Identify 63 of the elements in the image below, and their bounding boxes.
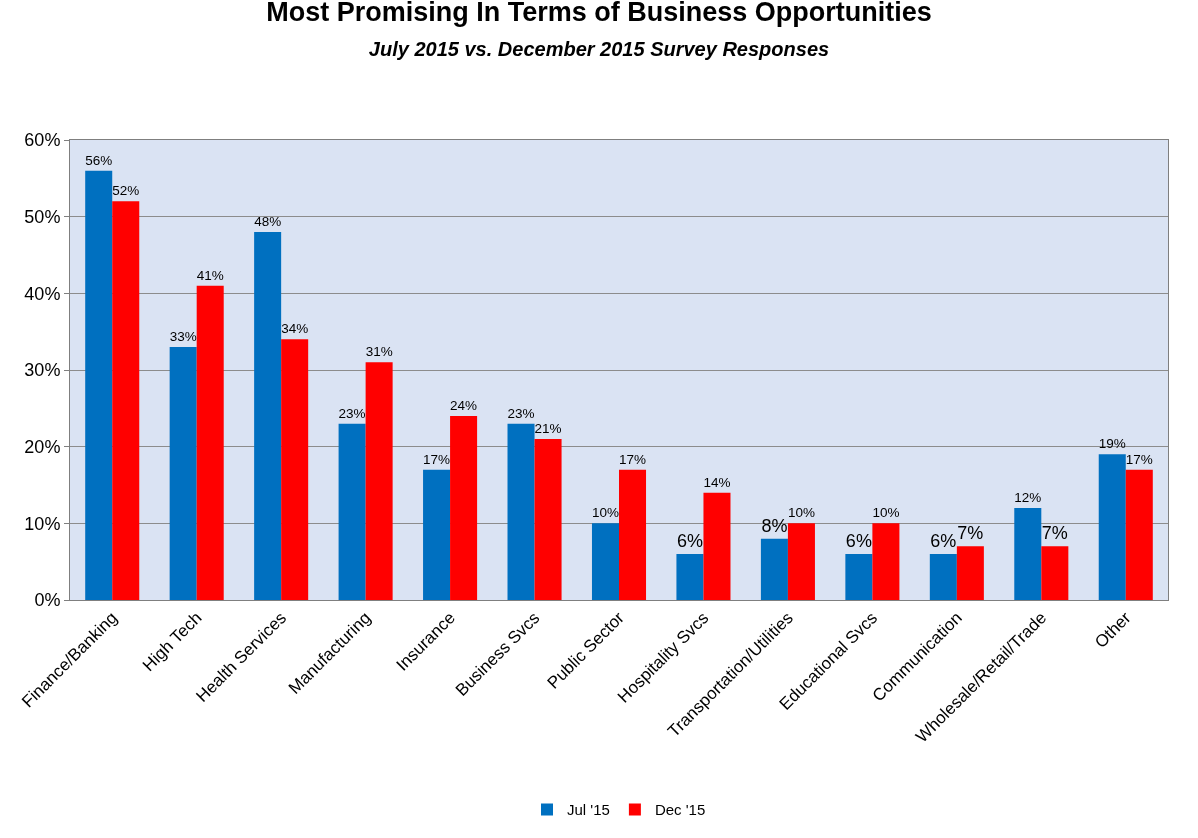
data-label: 10% (787, 505, 815, 521)
bar (112, 201, 140, 600)
data-label: 14% (703, 474, 731, 490)
y-tick-label: 30% (24, 360, 61, 381)
bar (423, 469, 451, 600)
bar (760, 538, 788, 600)
y-tick-label: 50% (24, 206, 61, 227)
data-label: 23% (338, 405, 366, 421)
bar (507, 423, 535, 600)
data-label: 17% (619, 451, 647, 467)
bar (787, 523, 815, 600)
data-label: 31% (365, 344, 393, 360)
bar (1125, 469, 1153, 600)
data-label: 6% (930, 531, 957, 551)
data-label: 48% (254, 214, 282, 229)
data-label: 41% (196, 267, 224, 283)
chart-title: Most Promising In Terms of Business Opportunities (266, 0, 932, 27)
data-label: 23% (507, 405, 535, 421)
bar (676, 554, 704, 600)
bar (1098, 454, 1126, 600)
data-label: 6% (845, 531, 872, 551)
bar (169, 347, 197, 600)
chart-subtitle: July 2015 vs. December 2015 Survey Responses (368, 38, 830, 61)
bar (1014, 508, 1042, 600)
data-label: 7% (1041, 523, 1068, 544)
data-label: 56% (85, 152, 113, 168)
bar (872, 523, 900, 600)
bar (591, 523, 619, 600)
bar (85, 170, 113, 600)
data-label: 24% (450, 398, 478, 413)
bar (254, 232, 282, 600)
y-tick-label: 60% (24, 130, 61, 151)
data-label: 7% (957, 523, 984, 544)
bar (703, 492, 731, 600)
bar (956, 546, 984, 600)
y-tick-label: 0% (34, 590, 61, 611)
data-label: 19% (1098, 436, 1126, 452)
y-tick-label: 10% (24, 513, 61, 534)
data-label: 17% (1125, 451, 1153, 467)
data-label: 34% (281, 321, 309, 337)
bar (338, 423, 366, 600)
data-label: 21% (534, 421, 562, 436)
data-label: 12% (1014, 490, 1042, 505)
bar (929, 554, 957, 600)
bar (365, 362, 393, 600)
bar (534, 439, 562, 600)
data-label: 10% (872, 505, 900, 521)
data-label: 52% (112, 183, 140, 199)
bar (619, 469, 647, 600)
data-label: 6% (676, 531, 703, 551)
bar (281, 339, 309, 600)
bar (1041, 546, 1069, 600)
legend-label: Dec '15 (654, 801, 706, 819)
bar (196, 285, 224, 600)
y-tick-label: 40% (24, 283, 61, 304)
data-label: 17% (423, 451, 451, 467)
bar (845, 554, 873, 600)
data-label: 8% (761, 515, 788, 536)
bar (450, 416, 478, 600)
y-tick-label: 20% (24, 436, 61, 457)
data-label: 10% (591, 505, 619, 521)
legend-label: Jul '15 (567, 801, 610, 819)
data-label: 33% (169, 329, 197, 344)
